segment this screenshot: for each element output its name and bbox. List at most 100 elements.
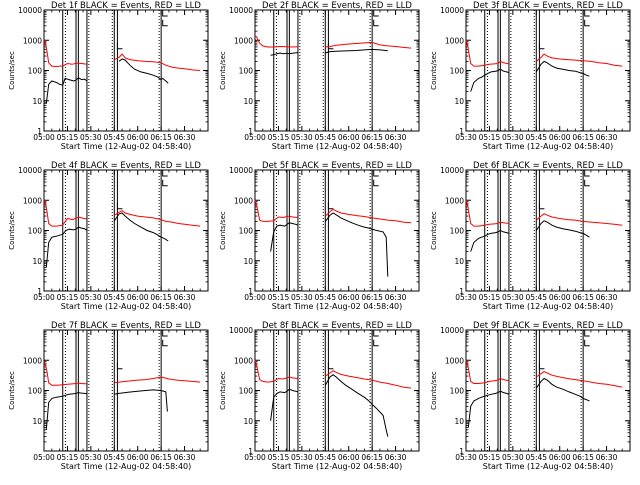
y-tick-label: 10000: [440, 326, 464, 335]
y-tick-label: 10000: [229, 6, 253, 15]
panel-title: Det 4f BLACK = Events, RED = LLD: [51, 161, 201, 171]
segment-marker: [584, 339, 590, 347]
x-tick-label: 06:15: [361, 293, 383, 302]
panel-5: Det 5f BLACK = Events, RED = LLD 1 10 100 10…: [219, 161, 420, 311]
plot-frame: [43, 169, 209, 292]
y-tick-label: 10000: [229, 166, 253, 175]
y-tick-label: 10: [454, 417, 464, 426]
x-tick-label: 06:00: [549, 453, 571, 462]
x-tick-label: 06:15: [572, 133, 594, 142]
y-tick-label: 10000: [18, 166, 42, 175]
series-line-lld: [114, 210, 201, 227]
x-tick-label: 06:30: [596, 453, 618, 462]
x-tick-label: 05:30: [455, 133, 477, 142]
series-line-events: [45, 77, 88, 104]
series-line-lld: [536, 371, 623, 388]
x-tick-label: 05:00: [33, 293, 55, 302]
y-tick-label: 1000: [445, 36, 464, 45]
panel-4: Det 4f BLACK = Events, RED = LLD 1 10 100 10…: [8, 161, 209, 311]
x-tick-label: 06:15: [361, 133, 383, 142]
y-axis-label: Counts/sec: [219, 211, 227, 250]
x-tick-label: 05:45: [314, 293, 336, 302]
segment-marker: [584, 330, 590, 337]
series-line-lld: [43, 40, 88, 68]
x-tick-label: 05:45: [103, 453, 125, 462]
segment-marker: [327, 202, 334, 210]
series-line-events: [45, 226, 88, 268]
series-line-lld: [465, 360, 510, 384]
series-line-events: [470, 229, 510, 252]
segment-marker: [584, 19, 590, 27]
panel-title: Det 8f BLACK = Events, RED = LLD: [262, 321, 412, 331]
x-tick-label: 05:15: [57, 293, 79, 302]
series-line-events: [270, 52, 299, 56]
y-tick-label: 100: [239, 387, 254, 396]
x-tick-label: 06:15: [572, 453, 594, 462]
series-line-events: [535, 377, 590, 402]
x-axis-label: Start Time (12-Aug-02 04:58:40): [483, 462, 614, 471]
x-tick-label: 06:15: [150, 453, 172, 462]
y-tick-label: 1000: [445, 196, 464, 205]
segment-marker: [538, 42, 545, 50]
y-tick-label: 10000: [440, 166, 464, 175]
y-axis-label: Counts/sec: [430, 51, 438, 90]
y-axis-label: Counts/sec: [219, 371, 227, 410]
plot-frame: [43, 9, 209, 132]
plot-frame: [465, 329, 631, 452]
y-tick-label: 10: [32, 257, 42, 266]
x-tick-label: 05:45: [525, 453, 547, 462]
x-tick-label: 05:45: [103, 133, 125, 142]
series-line-lld: [254, 200, 299, 222]
series-line-events: [535, 60, 590, 77]
x-tick-label: 05:15: [479, 133, 501, 142]
x-tick-label: 05:00: [33, 453, 55, 462]
series-line-events: [45, 392, 88, 430]
series-line-events: [270, 388, 299, 421]
panel-1: Det 1f BLACK = Events, RED = LLD 1 10 100 10…: [8, 1, 209, 151]
y-axis-label: Counts/sec: [8, 211, 16, 250]
series-line-lld: [465, 200, 510, 227]
y-tick-label: 10: [32, 417, 42, 426]
y-axis-label: Counts/sec: [8, 51, 16, 90]
panel-9: Det 9f BLACK = Events, RED = LLD 1 10 100 10…: [430, 321, 631, 471]
x-tick-label: 05:15: [57, 133, 79, 142]
segment-marker: [373, 339, 379, 347]
segment-marker: [538, 202, 545, 210]
series-line-events: [113, 212, 169, 242]
panel-title: Det 5f BLACK = Events, RED = LLD: [262, 161, 412, 171]
panel-title: Det 9f BLACK = Events, RED = LLD: [473, 321, 623, 331]
x-tick-label: 06:15: [572, 293, 594, 302]
x-tick-label: 06:30: [385, 133, 407, 142]
segment-marker: [373, 170, 379, 177]
plot-frame: [254, 329, 420, 452]
y-tick-label: 1: [37, 287, 42, 296]
x-tick-label: 06:00: [549, 133, 571, 142]
x-tick-label: 05:45: [525, 133, 547, 142]
series-line-lld: [324, 208, 412, 224]
x-tick-label: 05:30: [291, 133, 313, 142]
x-tick-label: 06:30: [174, 293, 196, 302]
plot-frame: [465, 9, 631, 132]
y-tick-label: 100: [450, 227, 465, 236]
x-tick-label: 05:30: [502, 293, 524, 302]
series-line-lld: [254, 360, 299, 383]
y-tick-label: 10000: [440, 6, 464, 15]
series-line-events: [324, 212, 389, 277]
y-axis-label: Counts/sec: [219, 51, 227, 90]
y-tick-label: 1000: [23, 356, 42, 365]
x-tick-label: 05:15: [268, 453, 290, 462]
y-tick-label: 1: [248, 447, 253, 456]
segment-marker: [162, 179, 168, 187]
y-tick-label: 1000: [445, 356, 464, 365]
x-tick-label: 05:00: [244, 453, 266, 462]
series-line-events: [470, 68, 510, 92]
series-line-lld: [535, 53, 623, 67]
segment-marker: [373, 179, 379, 187]
x-tick-label: 05:30: [502, 133, 524, 142]
y-tick-label: 10000: [18, 6, 42, 15]
y-tick-label: 100: [239, 227, 254, 236]
segment-marker: [116, 362, 123, 370]
y-tick-label: 1: [459, 127, 464, 136]
